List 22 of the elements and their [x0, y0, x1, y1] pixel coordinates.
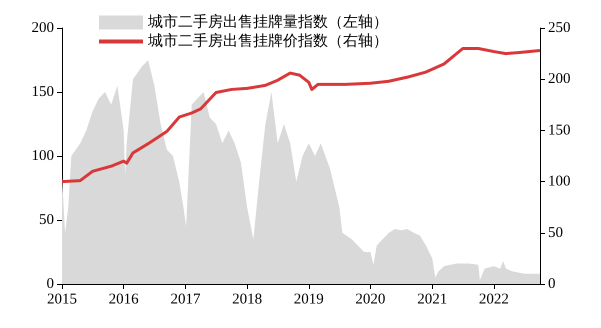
y2-tick-label: 200 [548, 71, 570, 88]
legend-label: 城市二手房出售挂牌价指数（右轴） [147, 32, 388, 50]
y2-tick-label: 250 [548, 20, 570, 36]
y-tick-label: 150 [32, 84, 54, 100]
line-series [60, 46, 542, 184]
y-tick-label: 50 [39, 212, 54, 228]
y-tick-label: 100 [32, 148, 54, 164]
x-tick-label: 2019 [294, 292, 324, 308]
x-tick-label: 2022 [478, 292, 509, 308]
y-tick-label: 0 [46, 276, 54, 292]
x-tick-label: 2020 [355, 292, 386, 308]
legend-label: 城市二手房出售挂牌量指数（左轴） [147, 14, 388, 30]
x-tick-label: 2015 [47, 292, 77, 308]
x-tick-label: 2017 [170, 292, 201, 308]
x-tick-label: 2018 [232, 292, 262, 308]
y2-tick-label: 0 [548, 276, 556, 292]
y2-tick-label: 50 [548, 224, 563, 241]
y2-tick-label: 100 [548, 174, 570, 190]
x-tick-label: 2021 [417, 292, 448, 308]
y-tick-label: 200 [32, 20, 54, 36]
x-tick-label: 2016 [108, 292, 140, 308]
y2-tick-label: 150 [548, 122, 570, 138]
